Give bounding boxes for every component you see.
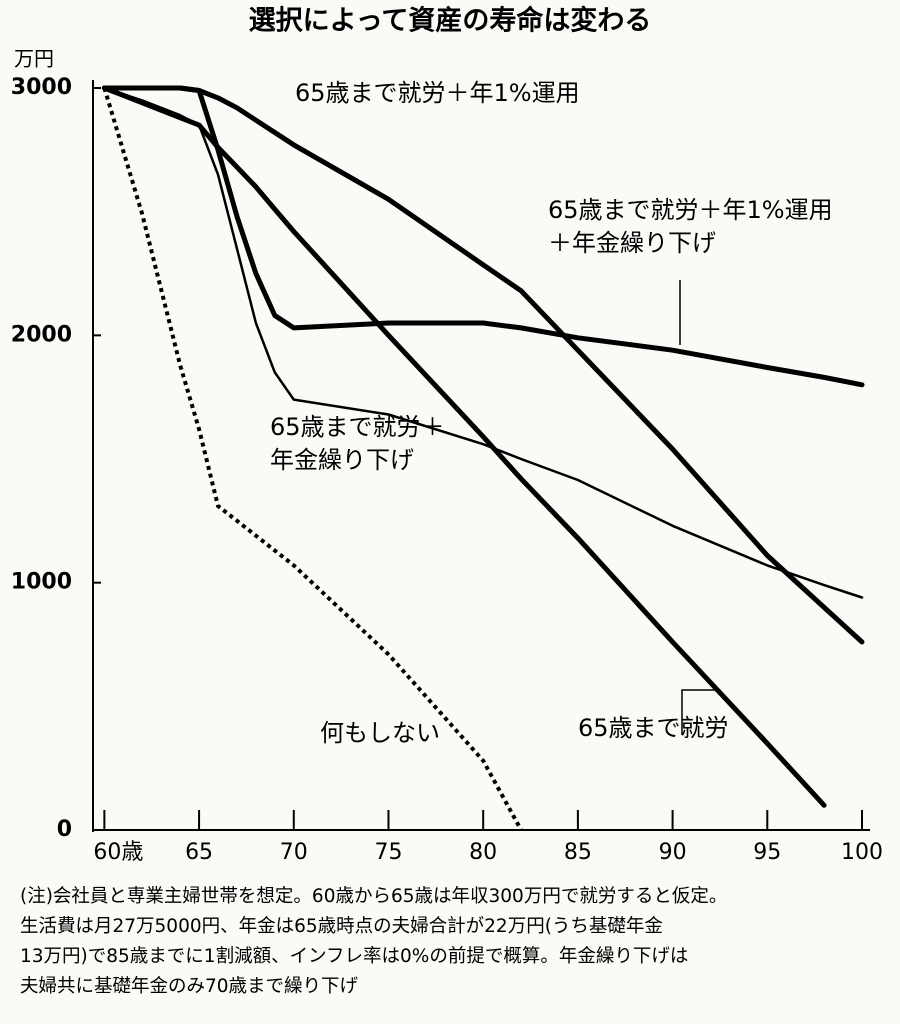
x-tick-label: 85 [564,840,592,865]
x-tick-label: 60歳 [93,840,143,865]
y-tick-label: 1000 [11,570,72,595]
x-tick-label: 70 [280,840,308,865]
x-tick-label: 100 [841,840,883,865]
series-line [103,86,864,599]
y-tick-label: 3000 [11,75,72,100]
note: (注)会社員と専業主婦世帯を想定。60歳から65歳は年収300万円で就労すると仮… [20,886,728,997]
y-tick-label: 2000 [11,322,72,347]
series-label: 何もしない [320,719,440,747]
series-label: 65歳まで就労＋ 年金繰り下げ [270,413,445,474]
chart: 選択によって資産の寿命は変わる 万円 0 1000 2000 3000 60歳 65 70 7… [11,5,883,866]
x-tick-label: 90 [659,840,687,865]
series-label: 65歳まで就労 [578,714,729,742]
x-tick-label: 75 [374,840,402,865]
series-line [101,85,865,388]
y-unit: 万円 [14,47,54,71]
series-label: 65歳まで就労＋年1%運用 [295,79,580,107]
leader-line [681,689,720,735]
series-line [101,85,827,808]
x-tick-label: 65 [185,840,213,865]
y-tick-label: 0 [57,817,72,842]
series-line [102,87,523,831]
x-tick-label: 80 [469,840,497,865]
series-label: 65歳まで就労＋年1%運用 ＋年金繰り下げ [548,196,833,257]
x-tick-label: 95 [753,840,781,865]
chart-title: 選択によって資産の寿命は変わる [249,5,652,37]
